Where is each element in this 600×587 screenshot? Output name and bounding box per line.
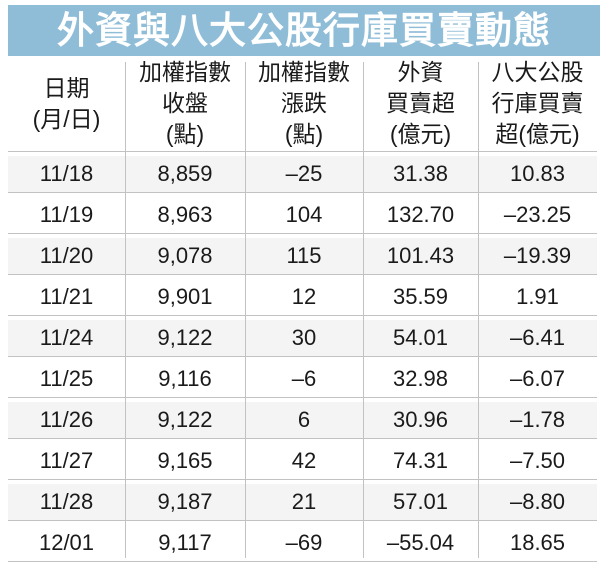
cell-index-change: –69 — [285, 530, 323, 555]
page-title: 外資與八大公股行庫買賣動態 — [8, 5, 600, 56]
header-index-change: 加權指數漲跌 (點) — [245, 56, 363, 151]
column-divider — [478, 62, 479, 558]
table-row: 11/26 9,122 6 30.96 –1.78 — [8, 402, 597, 439]
cell-index-close: 9,122 — [157, 325, 213, 350]
table-row: 11/27 9,165 42 74.31 –7.50 — [8, 443, 597, 480]
cell-bank-net: –6.07 — [509, 366, 566, 391]
header-date: 日期 (月/日) — [8, 56, 125, 151]
table-row: 11/18 8,859 –25 31.38 10.83 — [8, 156, 597, 193]
header-line: (月/日) — [32, 105, 101, 132]
cell-bank-net: 10.83 — [509, 161, 566, 186]
cell-date: 11/19 — [39, 202, 94, 227]
cell-index-change: 115 — [286, 243, 322, 268]
cell-date: 11/26 — [39, 407, 94, 432]
column-divider — [363, 62, 364, 558]
header-line: 收盤 — [162, 90, 208, 116]
cell-foreign-net: 54.01 — [392, 325, 449, 350]
cell-index-change: 6 — [297, 407, 311, 432]
cell-index-close: 9,122 — [157, 407, 213, 432]
header-line: 超(億元) — [495, 121, 580, 147]
cell-date: 11/28 — [39, 489, 94, 514]
cell-index-change: 30 — [291, 325, 317, 350]
cell-bank-net: 18.65 — [509, 530, 566, 555]
cell-foreign-net: 74.31 — [392, 448, 449, 473]
cell-index-change: 12 — [291, 284, 317, 309]
table-row: 11/24 9,122 30 54.01 –6.41 — [8, 320, 597, 357]
table-body: 11/18 8,859 –25 31.38 10.83 11/19 8,963 104 132.… — [8, 156, 597, 562]
cell-foreign-net: 31.38 — [392, 161, 449, 186]
cell-index-change: –6 — [291, 366, 317, 391]
header-line: 八大公股 — [491, 59, 584, 85]
header-line: 加權指數 — [139, 59, 231, 85]
table-row: 11/19 8,963 104 132.70 –23.25 — [8, 197, 597, 234]
cell-date: 11/25 — [39, 366, 94, 391]
cell-foreign-net: 132.70 — [386, 202, 455, 227]
cell-bank-net: –7.50 — [509, 448, 566, 473]
cell-index-change: 42 — [291, 448, 317, 473]
header-line: 外資 — [397, 59, 444, 85]
table-header-row: 日期 (月/日) 加權指數收盤 (點) 加權指數漲跌 (點) 外資買賣超 (億元) 八大公股行庫… — [8, 56, 597, 152]
header-line: 買賣超 — [386, 90, 455, 116]
table-row: 11/25 9,116 –6 32.98 –6.07 — [8, 361, 597, 398]
header-line: (億元) — [389, 121, 452, 147]
cell-index-change: –25 — [285, 161, 323, 186]
cell-bank-net: –1.78 — [509, 407, 566, 432]
cell-date: 11/18 — [39, 161, 94, 186]
cell-index-close: 9,078 — [157, 243, 213, 268]
cell-foreign-net: 101.43 — [386, 243, 455, 268]
cell-index-close: 9,187 — [157, 489, 213, 514]
cell-bank-net: –19.39 — [503, 243, 572, 268]
cell-index-change: 21 — [291, 489, 317, 514]
cell-bank-net: –6.41 — [509, 325, 566, 350]
cell-foreign-net: –55.04 — [386, 530, 455, 555]
header-index-close: 加權指數收盤 (點) — [125, 56, 245, 151]
cell-foreign-net: 35.59 — [392, 284, 449, 309]
cell-bank-net: –8.80 — [509, 489, 566, 514]
cell-date: 11/24 — [39, 325, 94, 350]
cell-index-close: 9,116 — [158, 366, 212, 391]
cell-bank-net: –23.25 — [503, 202, 572, 227]
header-line: 漲跌 — [281, 90, 327, 116]
cell-date: 12/01 — [38, 530, 95, 555]
cell-date: 11/27 — [39, 448, 94, 473]
header-line: (點) — [284, 121, 324, 147]
cell-foreign-net: 32.98 — [392, 366, 449, 391]
table-row: 11/21 9,901 12 35.59 1.91 — [8, 279, 597, 316]
cell-bank-net: 1.91 — [516, 284, 559, 309]
cell-date: 11/21 — [39, 284, 94, 309]
table-row: 11/20 9,078 115 101.43 –19.39 — [8, 238, 597, 275]
column-divider — [125, 62, 126, 558]
cell-index-close: 9,165 — [157, 448, 213, 473]
data-table: 日期 (月/日) 加權指數收盤 (點) 加權指數漲跌 (點) 外資買賣超 (億元) 八大公股行庫… — [8, 56, 597, 562]
cell-index-change: 104 — [285, 202, 323, 227]
table-row: 11/28 9,187 21 57.01 –8.80 — [8, 484, 597, 521]
cell-foreign-net: 57.01 — [392, 489, 449, 514]
header-line: 行庫買賣 — [491, 90, 584, 116]
cell-index-close: 9,901 — [157, 284, 213, 309]
table-row: 12/01 9,117 –69 –55.04 18.65 — [8, 525, 597, 562]
header-line: 日期 — [43, 74, 90, 101]
header-foreign-net: 外資買賣超 (億元) — [363, 56, 478, 151]
header-bank-net: 八大公股行庫買賣超(億元) — [478, 56, 597, 151]
header-line: 加權指數 — [258, 59, 350, 85]
cell-index-close: 8,859 — [157, 161, 213, 186]
cell-foreign-net: 30.96 — [392, 407, 449, 432]
cell-date: 11/20 — [39, 243, 94, 268]
header-line: (點) — [165, 121, 205, 147]
cell-index-close: 9,117 — [158, 530, 212, 555]
column-divider — [245, 62, 246, 558]
cell-index-close: 8,963 — [157, 202, 213, 227]
